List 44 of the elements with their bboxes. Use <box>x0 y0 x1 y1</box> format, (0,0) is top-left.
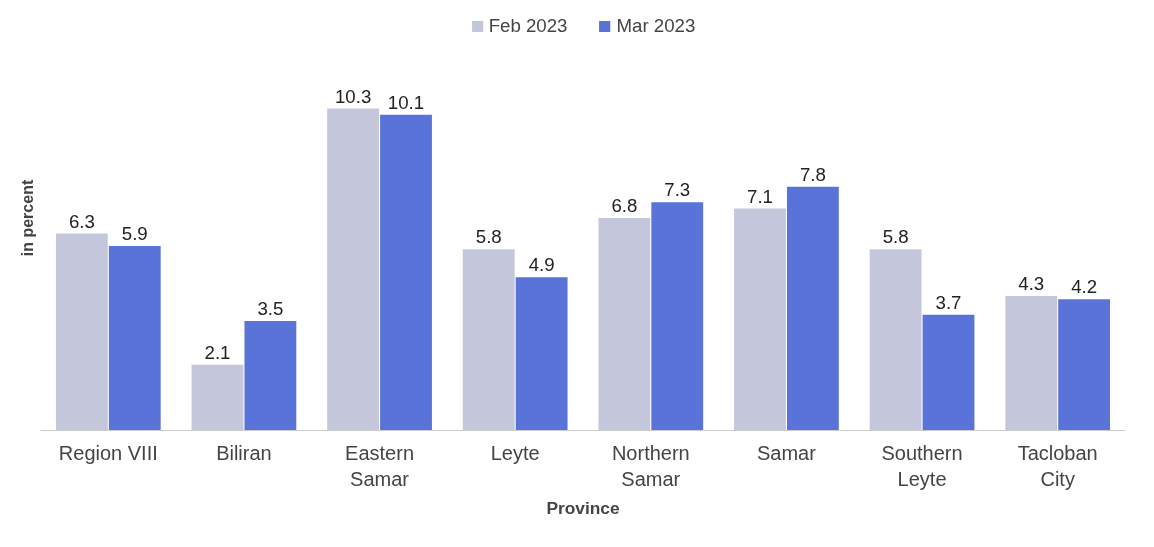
data-label: 3.5 <box>257 298 284 320</box>
x-tick-label: Eastern Samar <box>345 441 415 490</box>
data-label: 4.2 <box>1071 276 1098 298</box>
data-label: 7.8 <box>799 163 826 185</box>
data-label: 10.1 <box>387 91 425 113</box>
data-label: 5.9 <box>121 223 148 245</box>
data-label: 7.3 <box>664 179 691 201</box>
data-label: 2.1 <box>204 341 231 363</box>
bar <box>108 246 161 431</box>
x-tick-label: Southern Leyte <box>881 441 963 490</box>
x-tick-label: Northern Samar <box>611 441 690 490</box>
data-label: 10.3 <box>334 85 372 107</box>
bar <box>869 249 922 431</box>
bar <box>191 364 244 431</box>
data-label: 7.1 <box>747 185 773 207</box>
bar <box>515 277 568 431</box>
y-axis-title: in percent <box>18 179 36 257</box>
legend-label: Mar 2023 <box>616 15 696 37</box>
x-tick-label: Biliran <box>216 441 272 464</box>
x-tick-label: Samar <box>756 441 817 464</box>
data-label: 5.8 <box>882 226 909 248</box>
bar <box>1005 296 1058 431</box>
bar <box>244 321 297 431</box>
data-label: 4.9 <box>528 254 555 276</box>
data-label: 6.8 <box>611 194 638 216</box>
x-tick-label: Leyte <box>490 441 540 464</box>
bar <box>1058 299 1111 431</box>
bar <box>922 314 975 431</box>
x-tick-label: Tacloban City <box>1017 441 1098 490</box>
bar <box>462 249 515 431</box>
bar <box>651 202 704 431</box>
x-tick-label: Region VIII <box>58 441 158 464</box>
legend-label: Feb 2023 <box>488 15 568 37</box>
data-label: 3.7 <box>935 291 962 313</box>
bar <box>734 208 786 431</box>
data-label: 6.3 <box>68 210 95 232</box>
x-axis-title: Province <box>546 497 620 518</box>
bar <box>55 233 108 431</box>
bar <box>380 114 432 431</box>
bar <box>786 186 839 431</box>
bar <box>598 217 651 431</box>
data-label: 4.3 <box>1018 273 1045 295</box>
bar <box>327 108 380 431</box>
data-label: 5.8 <box>475 226 502 248</box>
